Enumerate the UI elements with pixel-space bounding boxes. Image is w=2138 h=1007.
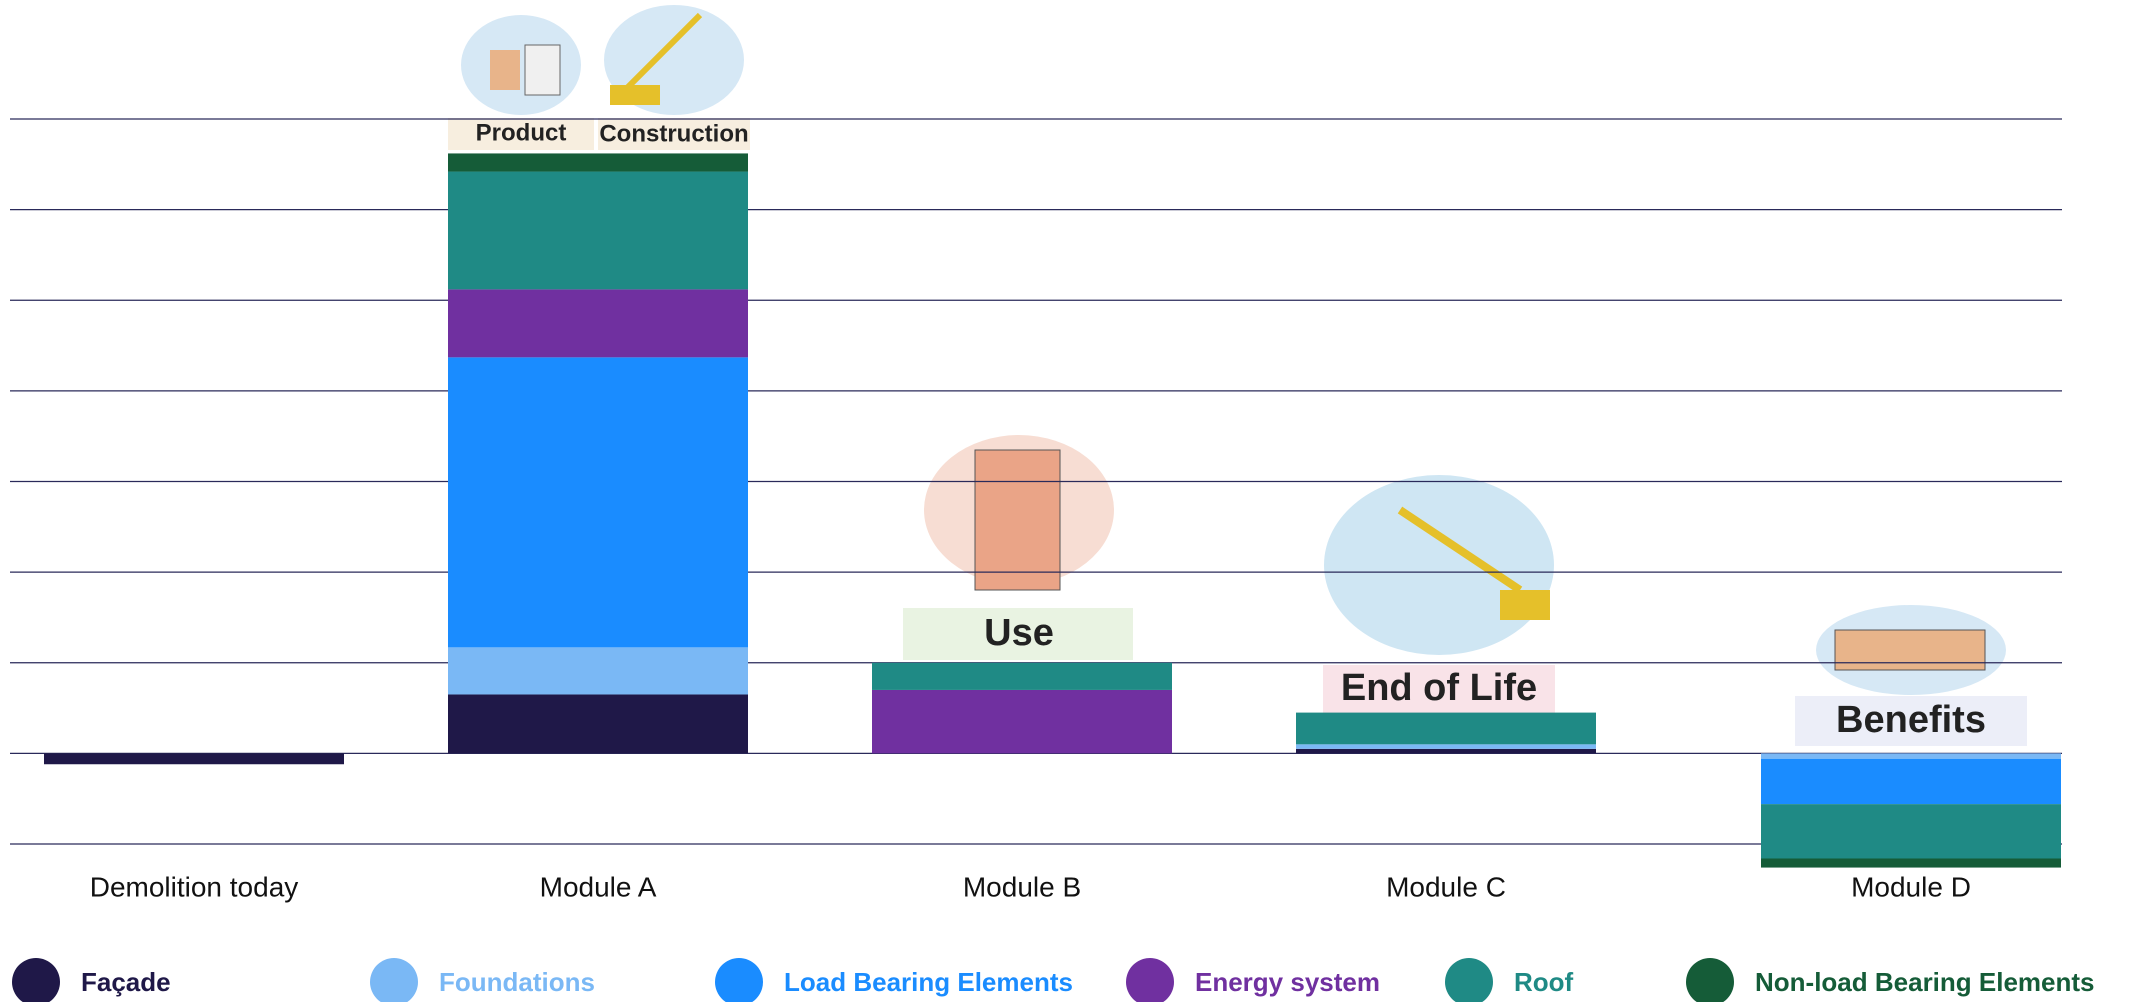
x-tick-label: Module B — [963, 871, 1081, 902]
legend-swatch — [715, 958, 763, 1006]
annotation: Benefits — [1836, 699, 1986, 741]
bar-segment — [1761, 758, 2061, 805]
bar-segment — [448, 171, 748, 290]
bar-segment — [448, 289, 748, 358]
bar-segment — [1296, 712, 1596, 745]
annotation: Use — [984, 612, 1054, 654]
legend-label: Non-load Bearing Elements — [1755, 967, 2095, 997]
legend-swatch — [370, 958, 418, 1006]
legend-swatch — [1126, 958, 1174, 1006]
x-tick-label: Module A — [540, 871, 657, 902]
legend-label: Load Bearing Elements — [784, 967, 1073, 997]
legend-swatch — [12, 958, 60, 1006]
annotation: End of Life — [1341, 667, 1537, 709]
bar-segment — [872, 662, 1172, 690]
bar-segment — [448, 357, 748, 648]
x-tick-label: Demolition today — [90, 871, 299, 902]
legend-label: Energy system — [1195, 967, 1380, 997]
icon-construction — [598, 5, 750, 150]
annotation: Construction — [599, 120, 748, 147]
legend-label: Foundations — [439, 967, 595, 997]
icon-benefits — [1795, 605, 2027, 746]
x-tick-label: Module C — [1386, 871, 1506, 902]
bar-segment — [872, 689, 1172, 754]
legend-swatch — [1445, 958, 1493, 1006]
bar-segment — [1296, 744, 1596, 749]
bar-segment — [1761, 753, 2061, 759]
annotation: Product — [476, 119, 567, 146]
icon-end-of-life — [1323, 475, 1555, 715]
legend-label: Roof — [1514, 967, 1574, 997]
bar-segment — [448, 153, 748, 172]
bar-segment — [448, 694, 748, 754]
bar-segment — [1761, 858, 2061, 868]
bar-segment — [1761, 804, 2061, 859]
bar-segment — [1296, 748, 1596, 754]
icon-use — [903, 435, 1133, 660]
bar-segment — [448, 647, 748, 695]
x-tick-label: Module D — [1851, 871, 1971, 902]
icon-product — [448, 15, 594, 150]
legend-label: Façade — [81, 967, 171, 997]
legend-swatch — [1686, 958, 1734, 1006]
bar-segment — [44, 753, 344, 765]
